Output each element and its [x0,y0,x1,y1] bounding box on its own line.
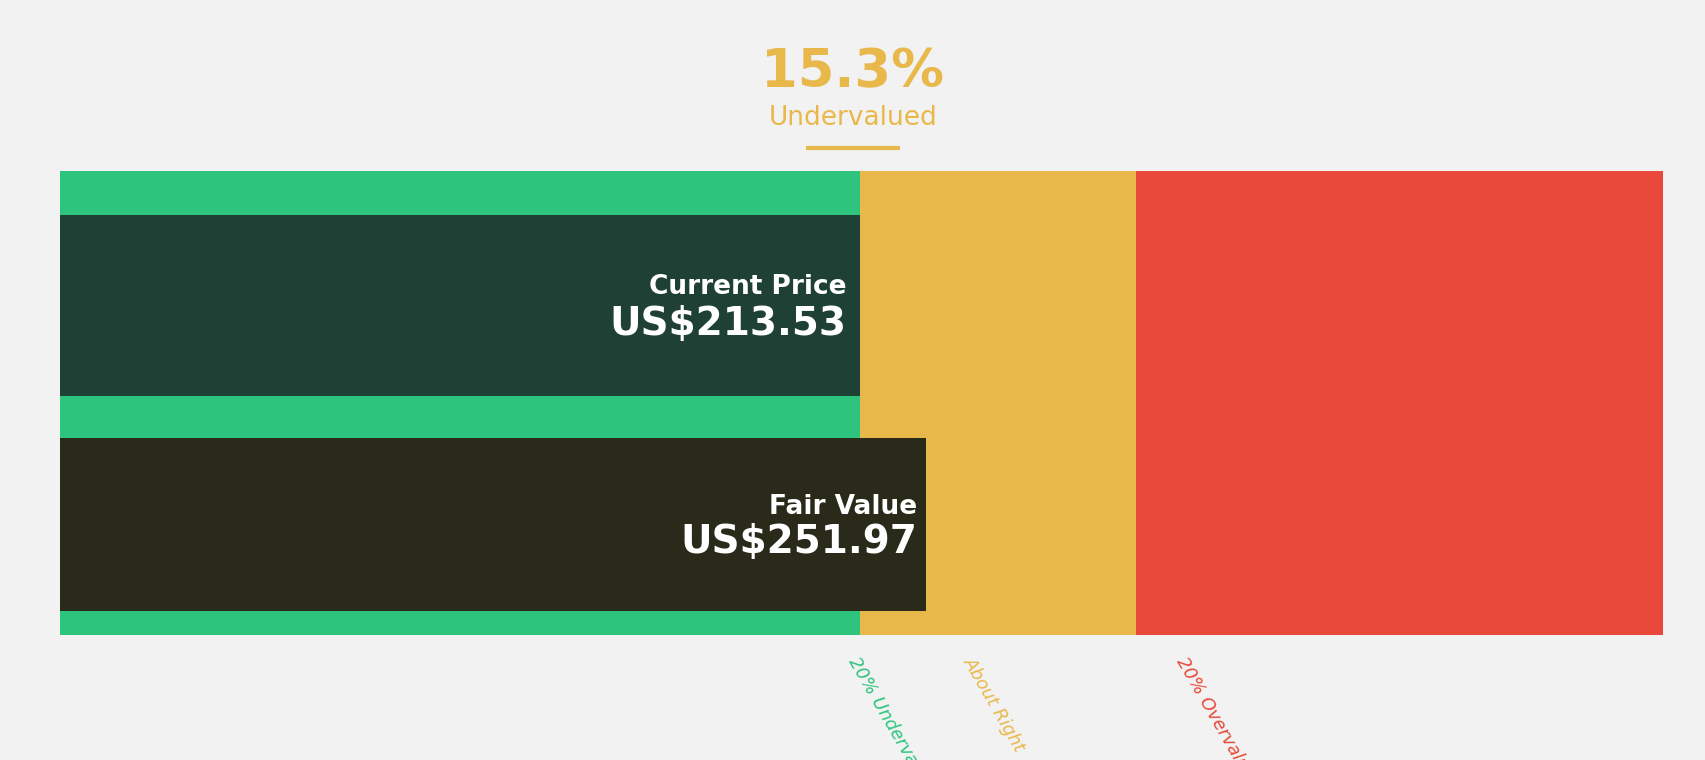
Bar [1136,171,1662,635]
Bar [60,438,926,611]
Text: 20% Undervalued: 20% Undervalued [844,654,939,760]
Text: 15.3%: 15.3% [760,46,945,98]
Bar [60,215,859,396]
Text: US$213.53: US$213.53 [609,305,846,343]
Text: Fair Value: Fair Value [769,494,917,520]
Text: 20% Overvalued: 20% Overvalued [1173,654,1263,760]
Text: Current Price: Current Price [648,274,846,300]
Text: About Right: About Right [960,654,1028,755]
Bar [60,171,859,635]
Text: Undervalued: Undervalued [769,105,936,131]
Bar [859,171,1136,635]
Text: US$251.97: US$251.97 [680,523,917,561]
